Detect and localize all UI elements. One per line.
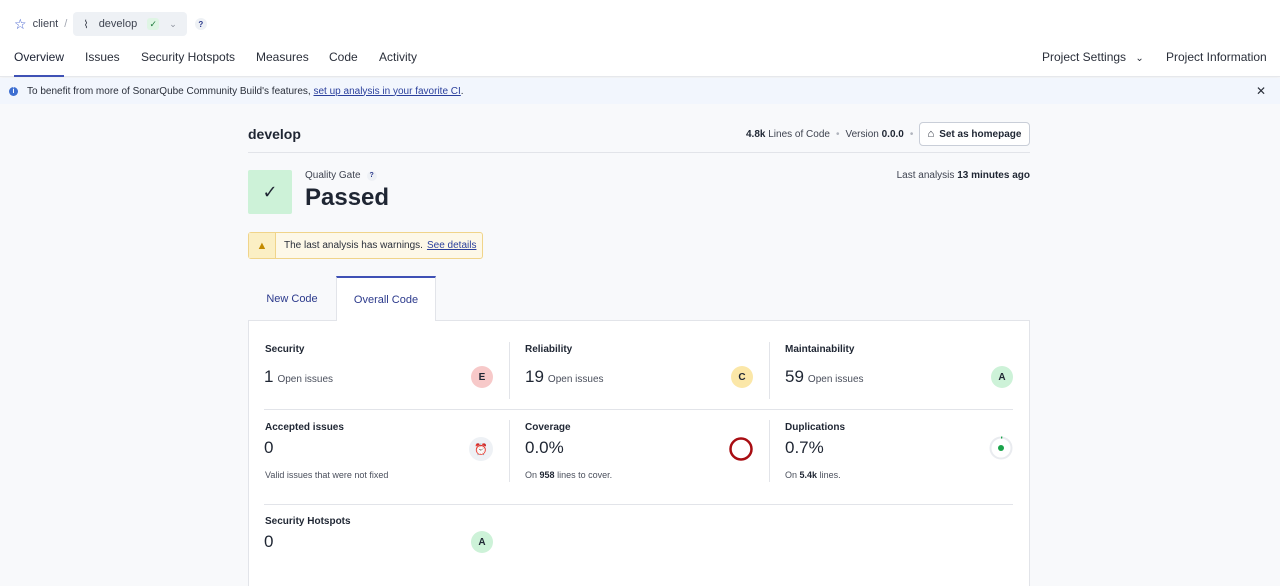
accepted-issues-description: Valid issues that were not fixed (265, 470, 389, 480)
security-hotspots-title: Security Hotspots (265, 516, 351, 527)
maintainability-value[interactable]: 59 Open issues (785, 367, 864, 387)
set-as-homepage-button[interactable]: ⌂ Set as homepage (919, 122, 1030, 146)
top-bar: ☆ client / ⌇ develop ✓ ⌄ ? Overview Issu… (0, 0, 1280, 77)
see-details-link[interactable]: See details (426, 240, 477, 251)
lines-of-code-value: 4.8k (746, 129, 766, 140)
tab-overview[interactable]: Overview (14, 50, 65, 77)
coverage-title: Coverage (525, 422, 571, 433)
project-nav: Overview Issues Security Hotspots Measur… (0, 44, 1280, 77)
security-grade-badge[interactable]: E (471, 366, 493, 388)
breadcrumb: ☆ client / ⌇ develop ✓ ⌄ ? (14, 12, 207, 36)
accepted-issues-value[interactable]: 0 (264, 438, 274, 457)
coverage-sub-prefix: On (525, 470, 538, 480)
reliability-unit: Open issues (547, 374, 604, 385)
coverage-sub-suffix: lines to cover. (557, 470, 613, 480)
divider (509, 342, 510, 399)
divider (509, 420, 510, 482)
project-settings-menu[interactable]: Project Settings ⌄ (1042, 50, 1144, 64)
analysis-warning: ▲ The last analysis has warnings. See de… (248, 232, 483, 259)
maintainability-title: Maintainability (785, 344, 855, 355)
check-icon: ✓ (262, 181, 278, 202)
last-analysis-value: 13 minutes ago (957, 170, 1030, 181)
maintainability-grade-badge[interactable]: A (991, 366, 1013, 388)
meta-separator: • (835, 129, 840, 140)
coverage-description: On 958 lines to cover. (525, 470, 612, 480)
reliability-title: Reliability (525, 344, 573, 355)
tab-issues[interactable]: Issues (85, 50, 120, 64)
maintainability-count: 59 (785, 367, 804, 386)
version-label: Version (845, 129, 879, 140)
star-icon[interactable]: ☆ (14, 15, 27, 32)
branch-name: develop (98, 18, 138, 30)
breadcrumb-separator: / (64, 18, 68, 30)
duplications-lines-value: 5.4k (799, 470, 818, 480)
version-value: 0.0.0 (881, 129, 904, 140)
reliability-grade-badge[interactable]: C (731, 366, 753, 388)
tab-measures[interactable]: Measures (256, 50, 309, 64)
security-value[interactable]: 1 Open issues (264, 367, 333, 387)
security-title: Security (265, 344, 305, 355)
quality-gate-label-text: Quality Gate (305, 170, 361, 181)
home-icon: ⌂ (927, 128, 935, 140)
duplications-sub-prefix: On (785, 470, 798, 480)
close-icon[interactable]: ✕ (1255, 84, 1266, 98)
duplications-indicator-icon (989, 436, 1013, 460)
banner-suffix: . (460, 85, 464, 97)
duplications-title: Duplications (785, 422, 846, 433)
help-icon[interactable]: ? (194, 18, 207, 30)
branch-icon: ⌇ (83, 18, 89, 31)
banner-text: To benefit from more of SonarQube Commun… (27, 85, 311, 97)
breadcrumb-project[interactable]: client (32, 18, 59, 30)
tab-code[interactable]: Code (329, 50, 358, 64)
chevron-down-icon: ⌄ (169, 18, 177, 29)
page-title: develop (248, 126, 301, 142)
alarm-clock-icon: ⏰ (469, 437, 493, 461)
security-hotspots-grade-badge[interactable]: A (471, 531, 493, 553)
banner-ci-link[interactable]: set up analysis in your favorite CI (313, 85, 461, 97)
duplications-value[interactable]: 0.7% (785, 438, 824, 457)
set-as-homepage-label: Set as homepage (939, 128, 1022, 140)
check-icon: ✓ (147, 18, 160, 30)
project-settings-label: Project Settings (1042, 50, 1127, 64)
quality-gate-passed-badge: ✓ (248, 170, 292, 214)
maintainability-unit: Open issues (807, 374, 864, 385)
tab-security-hotspots[interactable]: Security Hotspots (141, 50, 236, 64)
warning-icon: ▲ (249, 233, 276, 258)
security-count: 1 (264, 367, 274, 386)
meta-separator: • (909, 129, 914, 140)
tab-new-code[interactable]: New Code (266, 292, 318, 305)
reliability-value[interactable]: 19 Open issues (525, 367, 604, 387)
quality-gate-status: Passed (305, 184, 390, 211)
info-icon: i (9, 86, 18, 96)
quality-gate-label: Quality Gate ? (305, 170, 377, 181)
divider (264, 409, 1013, 410)
accepted-issues-title: Accepted issues (265, 422, 344, 433)
divider (769, 342, 770, 399)
lines-of-code-label: Lines of Code (768, 129, 830, 140)
coverage-lines-value[interactable]: 958 (539, 470, 555, 480)
security-hotspots-value[interactable]: 0 (264, 532, 274, 551)
chevron-down-icon: ⌄ (1135, 53, 1144, 64)
tab-activity[interactable]: Activity (379, 50, 418, 64)
last-analysis-label: Last analysis (896, 170, 955, 181)
last-analysis: Last analysis 13 minutes ago (897, 170, 1030, 181)
divider (248, 152, 1030, 153)
project-information-link[interactable]: Project Information (1166, 50, 1267, 64)
divider (264, 504, 1013, 505)
reliability-count: 19 (525, 367, 544, 386)
project-meta: 4.8k Lines of Code • Version 0.0.0 • (746, 129, 919, 140)
coverage-value[interactable]: 0.0% (525, 438, 564, 457)
coverage-ring-icon (729, 437, 753, 461)
duplications-description: On 5.4k lines. (785, 470, 841, 480)
info-banner: i To benefit from more of SonarQube Comm… (0, 78, 1280, 104)
duplications-sub-suffix: lines. (819, 470, 841, 480)
tab-overall-code[interactable]: Overall Code (336, 276, 436, 321)
branch-selector[interactable]: ⌇ develop ✓ ⌄ (73, 12, 187, 36)
divider (769, 420, 770, 482)
security-unit: Open issues (277, 374, 334, 385)
warning-text: The last analysis has warnings. (284, 240, 423, 251)
metrics-panel (248, 320, 1030, 586)
help-icon[interactable]: ? (366, 170, 377, 181)
